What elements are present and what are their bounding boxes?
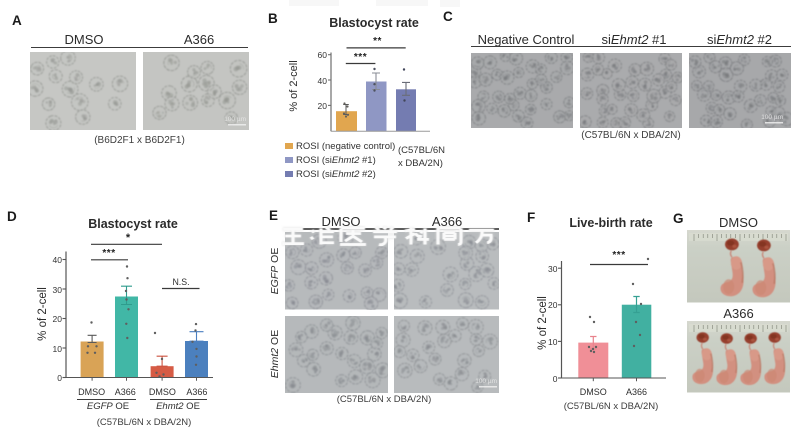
svg-text:100 µm: 100 µm bbox=[761, 114, 783, 121]
svg-text:100 µm: 100 µm bbox=[475, 378, 497, 385]
svg-text:100 µm: 100 µm bbox=[224, 116, 246, 123]
